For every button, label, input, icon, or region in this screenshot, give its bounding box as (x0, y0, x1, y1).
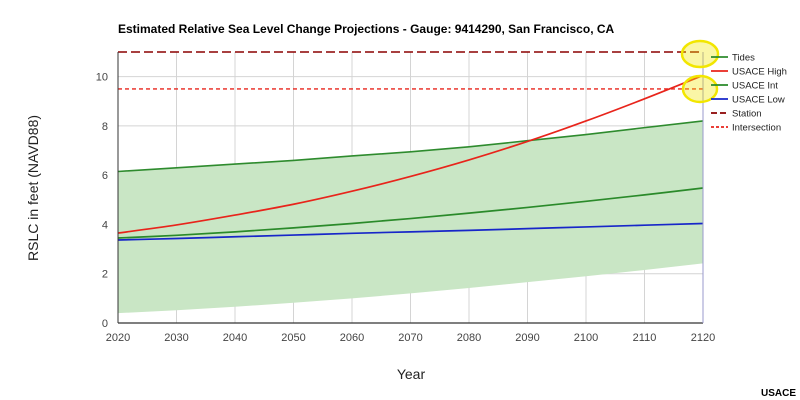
legend-label: USACE High (732, 67, 787, 78)
y-tick-label: 4 (102, 219, 108, 231)
x-tick-label: 2040 (223, 332, 247, 344)
x-tick-label: 2030 (164, 332, 188, 344)
legend-label: USACE Low (732, 95, 785, 106)
chart-title: Estimated Relative Sea Level Change Proj… (118, 22, 615, 36)
chart-legend: Tides USACE High USACE Int USACE Low Station… (711, 53, 787, 134)
y-axis-title: RSLC in feet (NAVD88) (25, 115, 41, 261)
usace-low-line (117, 222, 704, 241)
x-tick-label: 2120 (691, 332, 715, 344)
highlight-circle (680, 39, 720, 69)
x-tick-label: 2060 (340, 332, 364, 344)
highlight-circle (681, 74, 719, 104)
source-credit: USACE (761, 388, 796, 399)
legend-label: Station (732, 109, 762, 120)
usace-int-line (117, 187, 704, 239)
tides-upper-line (117, 120, 704, 173)
x-tick-label: 2050 (281, 332, 305, 344)
y-tick-label: 6 (102, 170, 108, 182)
y-tick-label: 0 (102, 318, 108, 330)
x-tick-label: 2100 (574, 332, 598, 344)
x-tick-label: 2090 (515, 332, 539, 344)
legend-label: Intersection (732, 123, 781, 134)
legend-label: Tides (732, 53, 755, 64)
legend-label: USACE Int (732, 81, 778, 92)
y-tick-label: 10 (96, 72, 108, 84)
x-tick-label: 2080 (457, 332, 481, 344)
x-tick-label: 2070 (398, 332, 422, 344)
y-tick-label: 8 (102, 121, 108, 133)
y-tick-label: 2 (102, 269, 108, 281)
tides-band (118, 120, 703, 314)
x-tick-label: 2020 (106, 332, 130, 344)
usace-high-line (117, 74, 704, 234)
x-axis-title: Year (397, 366, 426, 382)
x-tick-label: 2110 (633, 332, 657, 344)
